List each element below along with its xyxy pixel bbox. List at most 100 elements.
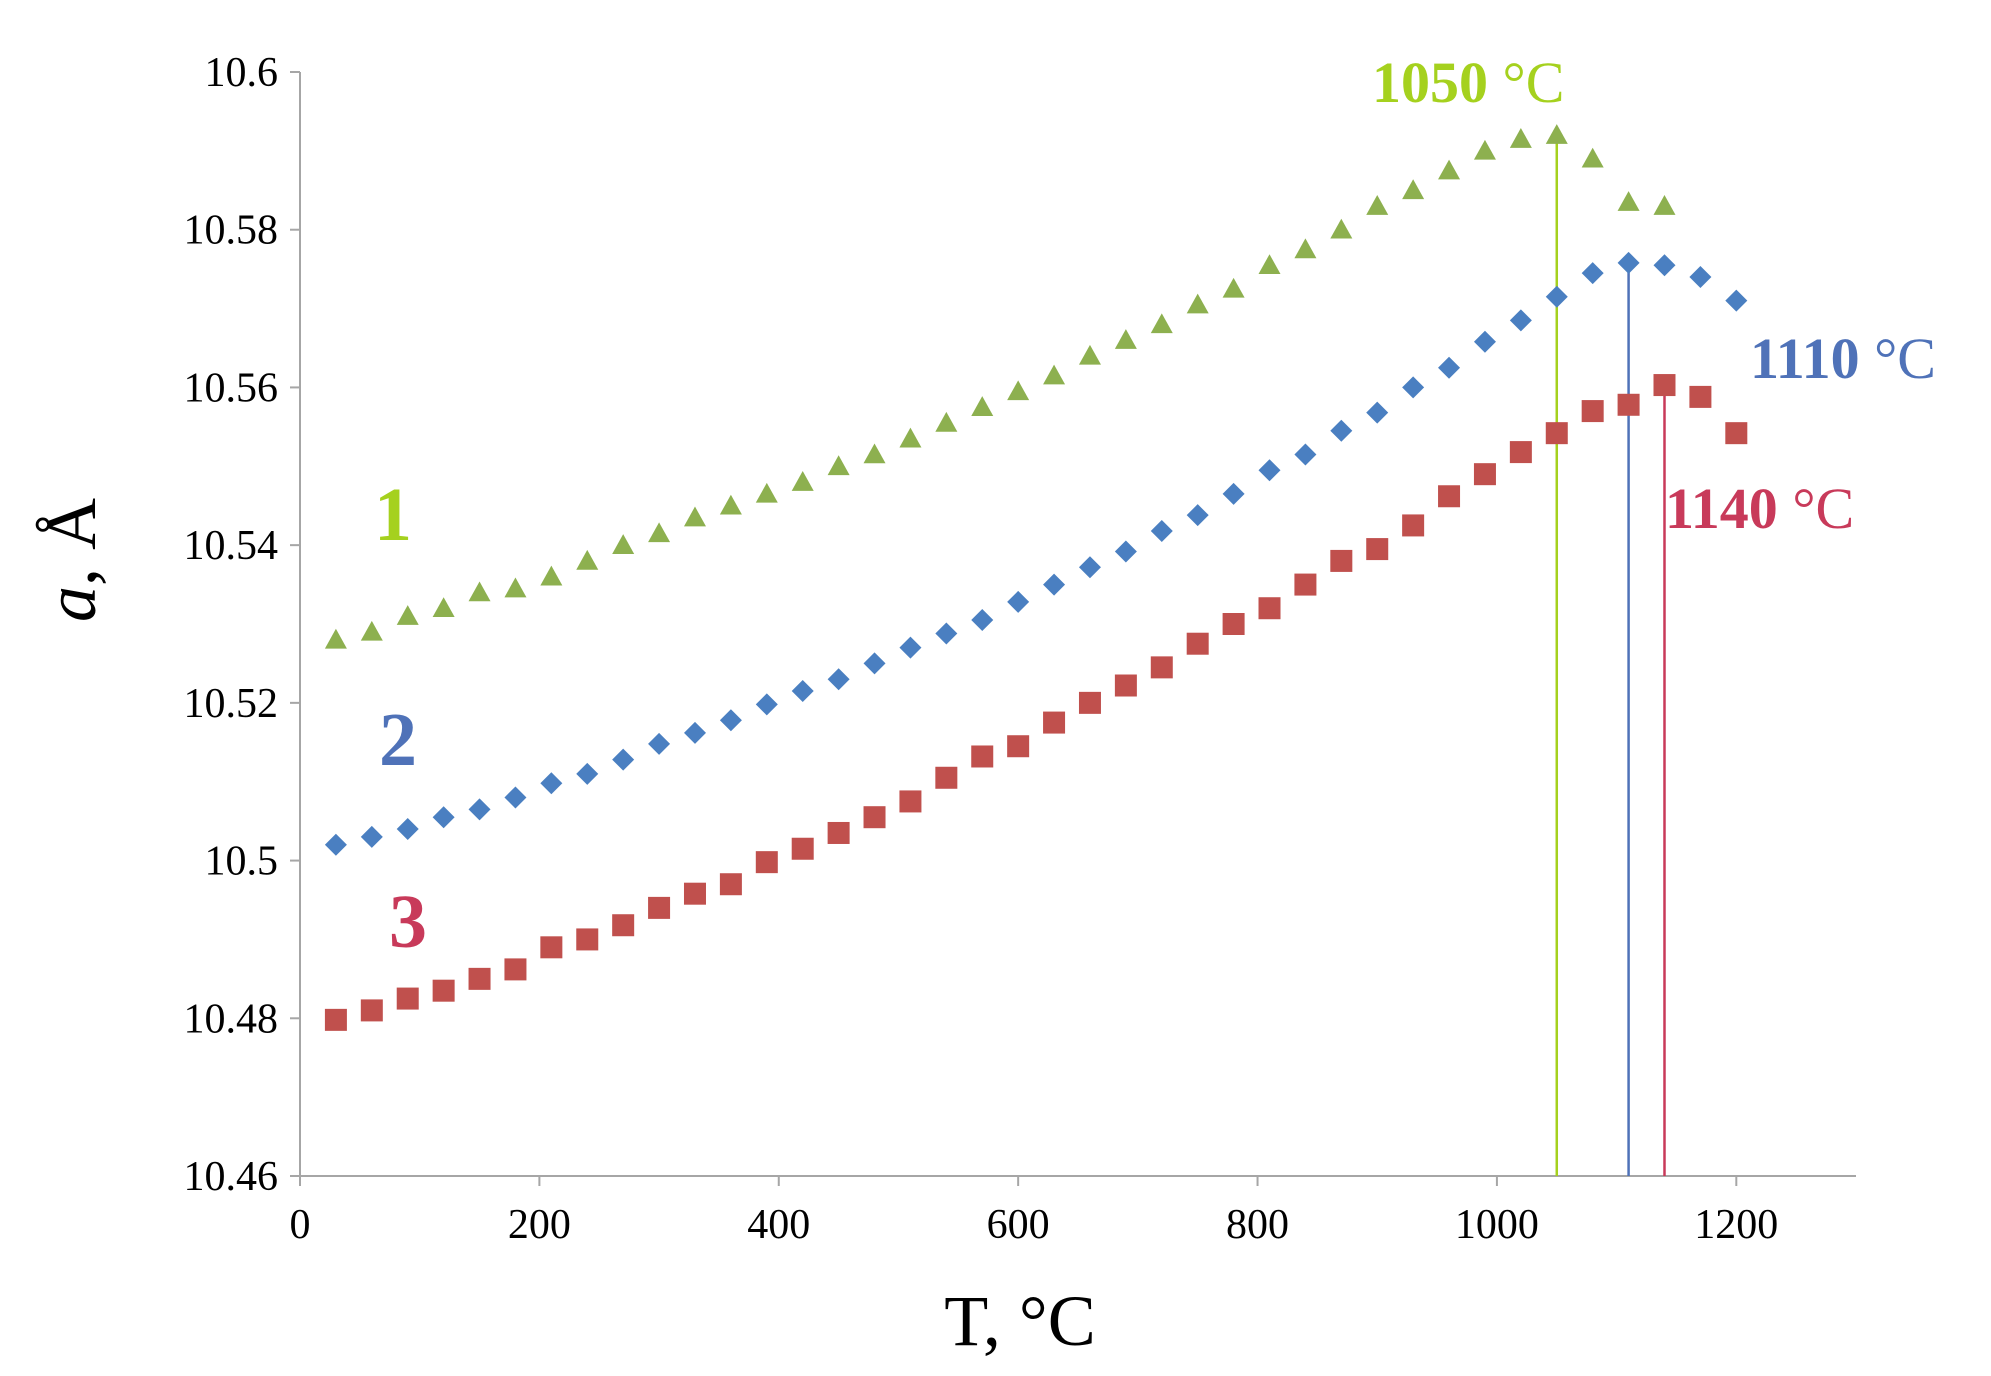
series-3-point [504,958,527,981]
series-2-point [504,786,527,809]
series-2-point [1581,262,1604,285]
series-2-point [1078,556,1101,579]
series-1-point [899,427,922,448]
x-tick-label: 1000 [1455,1202,1539,1248]
x-tick-label: 400 [747,1202,810,1248]
plot-area [299,72,1856,1177]
series-1-point [468,581,491,602]
series-3-point [1617,393,1640,416]
series-1-point [719,494,742,515]
series-3-point [648,896,671,919]
series-2-point [1617,251,1640,274]
series-2-points [324,251,1748,856]
series-1-point [1366,195,1389,215]
peak-2-value: 1110 [1750,326,1860,391]
x-axis-ticks: 0 200 400 600 800 1000 1200 [290,1176,1778,1248]
series-3-point [1509,441,1532,464]
series-2-point [1473,330,1496,353]
series-3-point [791,837,814,860]
series-markers [324,124,1748,1031]
x-tick-label: 200 [508,1202,571,1248]
y-tick-label: 10.56 [184,365,279,411]
series-3-point [1078,691,1101,714]
series-1-point [1078,344,1101,365]
series-1-point [755,482,778,503]
series-3-point [1222,613,1245,635]
series-2-point [612,748,635,771]
series-3-point [1114,674,1137,697]
series-1-point [791,471,814,491]
series-1-point [1581,147,1604,168]
series-2-point [1330,419,1353,442]
series-3-point [1402,514,1425,537]
series-2-point [432,806,455,829]
series-1-point [863,443,886,464]
peak-3-value: 1140 [1665,476,1778,541]
series-1-point [612,534,635,554]
y-tick-label: 10.5 [205,839,279,885]
series-2-point [1366,401,1389,424]
series-3-point [1653,374,1676,397]
series-2-point [755,693,778,716]
series-2-point [396,818,419,841]
series-1-point [396,605,419,625]
series-3-point [1258,597,1281,620]
series-1-point [576,549,599,570]
series-3-point [432,979,455,1002]
series-3-point [1438,485,1461,508]
series-3-point [1007,735,1030,758]
series-1-point [1473,139,1496,160]
peak-1-label: 1050 °C [1372,50,1564,115]
series-2-point [1150,519,1173,542]
series-3-point [468,967,491,990]
series-3-point [576,928,599,951]
peak-3-unit: °C [1778,476,1854,541]
y-tick-label: 10.6 [205,50,279,96]
series-1-points [324,124,1676,649]
series-2-label: 2 [379,698,417,782]
y-tick-label: 10.58 [184,208,279,254]
peak-1-unit: °C [1488,50,1564,115]
series-1-point [683,506,706,527]
series-3-point [1473,463,1496,486]
series-3-label: 3 [389,880,427,964]
series-3-point [396,987,419,1010]
series-3-point [971,745,994,768]
series-2-point [1186,504,1209,527]
series-3-point [863,806,886,829]
series-1-point [1653,195,1676,215]
series-2-point [1545,285,1568,308]
series-3-point [719,873,742,896]
series-1-point [971,396,994,416]
series-3-point [683,882,706,905]
series-3-point [899,790,922,813]
series-1-point [1509,128,1532,148]
y-axis-title-symbol: a [31,586,111,622]
series-2-point [971,609,994,632]
series-2-point [935,622,958,645]
y-axis-title-unit: , Å [31,498,111,586]
series-2-point [791,680,814,703]
series-1-point [432,597,455,618]
series-3-point [1545,422,1568,445]
y-axis-title: a, Å [31,498,111,622]
series-2-point [1438,356,1461,379]
series-3-point [540,936,563,959]
series-3-point [1330,549,1353,572]
peak-2-unit: °C [1860,326,1936,391]
series-2-point [1114,540,1137,563]
x-tick-label: 1200 [1694,1202,1778,1248]
series-3-point [1366,538,1389,561]
series-3-point [827,821,850,844]
series-2-point [360,825,383,848]
series-2-point [1402,376,1425,399]
series-2-point [1509,309,1532,332]
series-2-point [863,652,886,675]
series-2-point [576,762,599,785]
series-1-point [1114,329,1137,349]
series-1-label: 1 [374,473,412,557]
series-2-point [827,668,850,691]
peak-lines [1555,139,1666,1176]
y-tick-label: 10.46 [184,1154,279,1200]
